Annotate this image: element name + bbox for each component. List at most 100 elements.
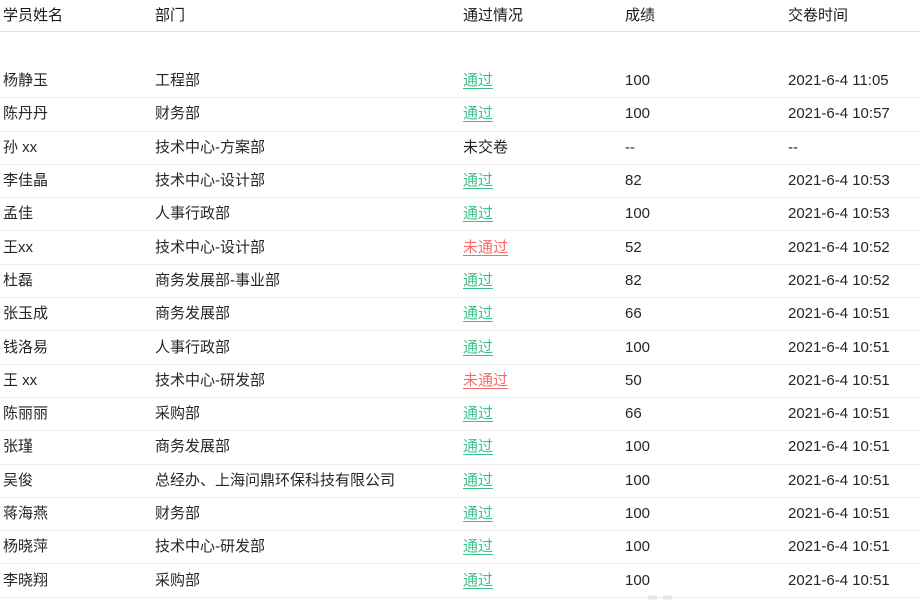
table-body: 杨静玉 工程部 通过 100 2021-6-4 11:05 陈丹丹 财务部 通过… [0,65,920,598]
student-name-cell: 孙 xx [3,138,38,156]
department-cell: 采购部 [155,571,201,589]
pass-status-cell: 通过 [463,472,625,490]
table-row: 张玉成 商务发展部 通过 66 2021-6-4 10:51 [0,298,920,332]
department-cell: 商务发展部 [155,438,231,456]
pass-status-link[interactable]: 通过 [463,271,494,289]
department-cell: 人事行政部 [155,205,231,223]
table-row: 张瑾 商务发展部 通过 100 2021-6-4 10:51 [0,431,920,465]
table-header-row: 学员姓名 部门 通过情况 成绩 交卷时间 [0,0,920,32]
pass-status-cell: 通过 [463,105,625,123]
pass-status-cell: 通过 [463,72,625,90]
department-cell: 财务部 [155,505,201,522]
table-row: 杜磊 商务发展部-事业部 通过 82 2021-6-4 10:52 [0,264,920,299]
column-header-submit-time: 交卷时间 [788,6,849,24]
pass-status-link[interactable]: 通过 [463,405,494,423]
pass-status-link[interactable]: 通过 [463,538,494,556]
score-cell: -- [625,138,635,156]
student-name-cell: 钱洛易 [3,338,49,356]
pass-status-cell: 未通过 [463,372,625,390]
score-cell: 100 [625,338,651,356]
table-row: 陈丹丹 财务部 通过 100 2021-6-4 10:57 [0,98,920,132]
score-cell: 66 [625,305,642,323]
student-name-cell: 陈丹丹 [3,105,49,123]
submit-time-cell: 2021-6-4 10:51 [788,438,890,456]
department-cell: 技术中心-方案部 [155,138,265,156]
pass-status-link[interactable]: 通过 [463,205,494,223]
student-name-cell: 李晓翔 [3,571,49,589]
department-cell: 采购部 [155,405,201,423]
table-row: 王 xx 技术中心-研发部 未通过 50 2021-6-4 10:51 [0,364,920,398]
column-header-department: 部门 [155,6,186,24]
student-name-cell: 李佳晶 [3,172,49,190]
pass-status-link[interactable]: 通过 [463,571,494,589]
pass-status-link[interactable]: 通过 [463,305,494,323]
department-cell: 商务发展部 [155,305,231,323]
pass-status-link[interactable]: 通过 [463,338,494,356]
column-header-score: 成绩 [625,6,656,24]
pass-status-link[interactable]: 通过 [463,72,494,90]
pass-status-cell: 通过 [463,339,625,357]
pass-status-cell: 通过 [463,438,625,456]
pass-status-cell: 通过 [463,572,625,590]
submit-time-cell: 2021-6-4 10:51 [788,305,890,323]
score-cell: 82 [625,172,642,190]
table-row: 孙 xx 技术中心-方案部 未交卷 -- -- [0,131,920,165]
pass-status-link[interactable]: 未通过 [463,238,509,256]
submit-time-cell: 2021-6-4 10:57 [788,105,890,123]
pass-status-link[interactable]: 通过 [463,105,494,123]
submit-time-cell: 2021-6-4 10:51 [788,405,890,423]
department-cell: 人事行政部 [155,338,231,356]
score-cell: 100 [625,438,651,456]
score-cell: 66 [625,405,642,423]
table-row: 孟佳 人事行政部 通过 100 2021-6-4 10:53 [0,198,920,232]
table-row: 钱洛易 人事行政部 通过 100 2021-6-4 10:51 [0,331,920,365]
pass-status-link[interactable]: 通过 [463,505,494,522]
pass-status-link: 未交卷 [463,138,509,156]
department-cell: 财务部 [155,105,201,123]
department-cell: 技术中心-设计部 [155,238,265,256]
table-row: 杨静玉 工程部 通过 100 2021-6-4 11:05 [0,65,920,99]
table-row: 杨晓萍 技术中心-研发部 通过 100 2021-6-4 10:51 [0,531,920,565]
pass-status-link[interactable]: 未通过 [463,371,509,389]
submit-time-cell: 2021-6-4 10:53 [788,205,890,223]
score-cell: 50 [625,371,642,389]
submit-time-cell: 2021-6-4 10:51 [788,538,890,556]
pass-status-link[interactable]: 通过 [463,438,494,456]
student-name-cell: 吴俊 [3,471,34,489]
pass-status-cell: 通过 [463,505,625,523]
submit-time-cell: 2021-6-4 10:51 [788,505,890,522]
pass-status-link[interactable]: 通过 [463,471,494,489]
column-header-student-name: 学员姓名 [3,6,64,24]
pass-status-cell: 未交卷 [463,139,625,157]
pass-status-cell: 通过 [463,405,625,423]
submit-time-cell: 2021-6-4 10:52 [788,271,890,289]
table-row: 李晓翔 采购部 通过 100 2021-6-4 10:51 [0,564,920,598]
pass-status-cell: 通过 [463,272,625,290]
department-cell: 商务发展部-事业部 [155,271,280,289]
department-cell: 技术中心-研发部 [155,538,265,556]
student-name-cell: 杜磊 [3,271,34,289]
score-cell: 100 [625,72,651,90]
score-cell: 100 [625,105,651,123]
pass-status-cell: 未通过 [463,239,625,257]
submit-time-cell: 2021-6-4 10:51 [788,471,890,489]
submit-time-cell: -- [788,138,798,156]
score-cell: 52 [625,238,642,256]
score-cell: 100 [625,571,651,589]
cutoff-watermark [648,595,758,600]
table-row: 李佳晶 技术中心-设计部 通过 82 2021-6-4 10:53 [0,164,920,199]
pass-status-link[interactable]: 通过 [463,172,494,190]
pass-status-cell: 通过 [463,538,625,556]
table-row: 陈丽丽 采购部 通过 66 2021-6-4 10:51 [0,397,920,432]
department-cell: 总经办、上海问鼎环保科技有限公司 [155,471,396,489]
column-header-pass-status: 通过情况 [463,6,524,24]
student-name-cell: 王 xx [3,371,38,389]
header-gap-spacer [0,32,920,65]
department-cell: 工程部 [155,72,201,90]
pass-status-cell: 通过 [463,205,625,223]
student-name-cell: 张瑾 [3,438,34,456]
student-name-cell: 张玉成 [3,305,49,323]
score-cell: 100 [625,538,651,556]
table-row: 吴俊 总经办、上海问鼎环保科技有限公司 通过 100 2021-6-4 10:5… [0,464,920,498]
submit-time-cell: 2021-6-4 11:05 [788,72,889,90]
